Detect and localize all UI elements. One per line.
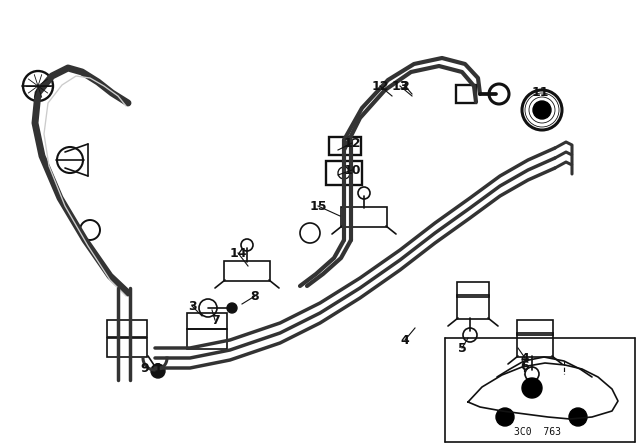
Text: 10: 10 (343, 164, 361, 177)
Circle shape (496, 408, 514, 426)
Text: 4: 4 (520, 352, 529, 365)
Circle shape (522, 378, 542, 398)
Text: 12: 12 (371, 79, 388, 92)
Text: 1: 1 (154, 362, 163, 375)
Text: 3C0  763: 3C0 763 (515, 427, 561, 437)
Text: 15: 15 (309, 199, 327, 212)
Text: 5: 5 (458, 341, 467, 354)
Text: 3: 3 (188, 300, 196, 313)
Text: 2: 2 (401, 79, 410, 92)
Text: 8: 8 (251, 289, 259, 302)
Text: 6: 6 (521, 359, 529, 372)
Text: 14: 14 (229, 246, 247, 259)
Circle shape (227, 303, 237, 313)
Circle shape (151, 364, 165, 378)
Circle shape (533, 101, 551, 119)
Text: 11: 11 (531, 86, 548, 99)
Text: 4: 4 (401, 333, 410, 346)
Circle shape (569, 408, 587, 426)
Text: 9: 9 (141, 362, 149, 375)
Text: 12: 12 (343, 137, 361, 150)
Text: 13: 13 (391, 79, 409, 92)
Text: 7: 7 (211, 314, 220, 327)
